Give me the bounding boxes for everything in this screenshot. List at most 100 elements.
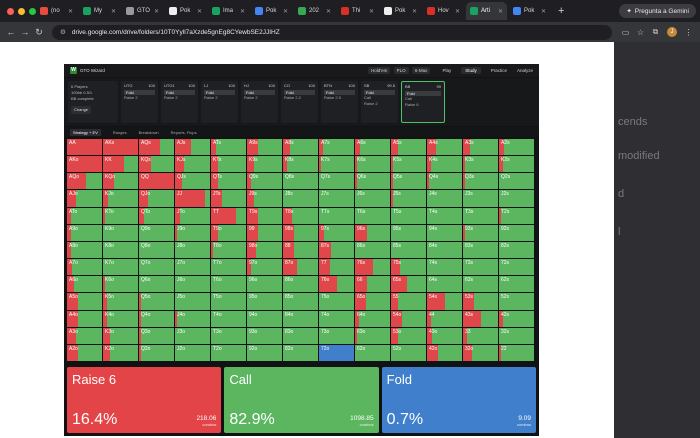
- position-option[interactable]: Raise 6: [405, 101, 419, 107]
- minimize-window-icon[interactable]: [18, 7, 25, 15]
- hand-cell[interactable]: K2s: [499, 156, 534, 173]
- hand-cell[interactable]: 52o: [391, 344, 426, 361]
- hand-cell[interactable]: 95o: [247, 293, 282, 310]
- hand-cell[interactable]: QTs: [211, 173, 246, 190]
- hand-cell[interactable]: 77: [319, 259, 354, 276]
- close-tab-icon[interactable]: ✕: [325, 8, 331, 15]
- hand-cell[interactable]: T5s: [391, 207, 426, 224]
- hand-cell[interactable]: 76o: [319, 276, 354, 293]
- hand-cell[interactable]: Q9o: [139, 224, 174, 241]
- hand-cell[interactable]: Q4s: [427, 173, 462, 190]
- hand-cell[interactable]: 32o: [463, 344, 498, 361]
- position-card-co[interactable]: CO 100 Fold Raise 2.2: [281, 81, 318, 123]
- hand-cell[interactable]: 94s: [427, 224, 462, 241]
- browser-tab[interactable]: Pok ✕: [380, 2, 421, 20]
- hand-cell[interactable]: K5s: [391, 156, 426, 173]
- close-tab-icon[interactable]: ✕: [239, 8, 245, 15]
- hand-cell[interactable]: A9o: [67, 224, 102, 241]
- summary-fold[interactable]: Fold 0.7% 9.09 combos: [381, 367, 536, 433]
- hand-cell[interactable]: A3s: [463, 139, 498, 156]
- hand-cell[interactable]: T3s: [463, 207, 498, 224]
- hand-cell[interactable]: 64s: [427, 276, 462, 293]
- position-action[interactable]: Fold: [164, 89, 195, 95]
- browser-tab[interactable]: Ima ✕: [208, 2, 249, 20]
- close-window-icon[interactable]: [7, 7, 14, 15]
- hand-cell[interactable]: 53s: [463, 293, 498, 310]
- hand-cell[interactable]: 85o: [283, 293, 318, 310]
- hand-cell[interactable]: K9s: [247, 156, 282, 173]
- hand-cell[interactable]: A3o: [67, 327, 102, 344]
- hand-cell[interactable]: AQs: [139, 139, 174, 156]
- hand-cell[interactable]: K7o: [103, 259, 138, 276]
- hand-cell[interactable]: J3o: [175, 327, 210, 344]
- gemini-button[interactable]: ✦ Pregunta a Gemini: [619, 4, 696, 18]
- position-option[interactable]: Call: [364, 95, 371, 100]
- hand-cell[interactable]: 96s: [355, 224, 390, 241]
- hand-cell[interactable]: 43o: [427, 327, 462, 344]
- hand-cell[interactable]: 42o: [427, 344, 462, 361]
- hand-cell[interactable]: 55: [391, 293, 426, 310]
- browser-tab[interactable]: Thi ✕: [337, 2, 378, 20]
- hand-cell[interactable]: Q3s: [463, 173, 498, 190]
- hand-cell[interactable]: K5o: [103, 293, 138, 310]
- close-tab-icon[interactable]: ✕: [282, 8, 288, 15]
- hand-cell[interactable]: T7o: [211, 259, 246, 276]
- summary-raise-6[interactable]: Raise 6 16.4% 218.06 combos: [67, 367, 222, 433]
- hand-cell[interactable]: Q4o: [139, 310, 174, 327]
- hand-cell[interactable]: 93s: [463, 224, 498, 241]
- hand-cell[interactable]: 33: [463, 327, 498, 344]
- change-button[interactable]: Change: [71, 106, 92, 114]
- hand-cell[interactable]: K9o: [103, 224, 138, 241]
- hand-cell[interactable]: 73s: [463, 259, 498, 276]
- summary-call[interactable]: Call 82.9% 1098.85 combos: [224, 367, 379, 433]
- tab-breakdown[interactable]: Breakdown: [138, 129, 159, 135]
- hand-cell[interactable]: 82o: [283, 344, 318, 361]
- hand-cell[interactable]: J5s: [391, 190, 426, 207]
- profile-avatar[interactable]: J: [667, 27, 677, 37]
- new-tab-button[interactable]: +: [558, 5, 565, 17]
- hand-cell[interactable]: K4o: [103, 310, 138, 327]
- browser-tab[interactable]: My ✕: [79, 2, 120, 20]
- browser-tab[interactable]: Pok ✕: [165, 2, 206, 20]
- position-card-lj[interactable]: LJ 100 Fold Raise 2: [201, 81, 238, 123]
- close-tab-icon[interactable]: ✕: [196, 8, 202, 15]
- hand-cell[interactable]: 76s: [355, 259, 390, 276]
- position-action[interactable]: Fold: [405, 90, 441, 96]
- hand-cell[interactable]: K6o: [103, 276, 138, 293]
- position-action[interactable]: Fold: [204, 89, 235, 95]
- forward-icon[interactable]: →: [20, 27, 30, 37]
- hand-cell[interactable]: KK: [103, 156, 138, 173]
- hand-cell[interactable]: Q6s: [355, 173, 390, 190]
- hand-cell[interactable]: 54o: [391, 310, 426, 327]
- hand-cell[interactable]: T9o: [211, 224, 246, 241]
- hand-cell[interactable]: AQo: [67, 173, 102, 190]
- position-card-utg[interactable]: UTG 100 Fold Raise 2: [121, 81, 158, 123]
- hand-cell[interactable]: 75s: [391, 259, 426, 276]
- hand-cell[interactable]: 95s: [391, 224, 426, 241]
- hand-cell[interactable]: T3o: [211, 327, 246, 344]
- hand-cell[interactable]: J9s: [247, 190, 282, 207]
- hand-cell[interactable]: 65s: [391, 276, 426, 293]
- hand-cell[interactable]: 97s: [319, 224, 354, 241]
- browser-tab[interactable]: Pok ✕: [251, 2, 292, 20]
- close-tab-icon[interactable]: ✕: [497, 8, 503, 15]
- nav-study[interactable]: Study: [461, 67, 481, 74]
- browser-tab[interactable]: Arti ✕: [466, 2, 507, 20]
- hand-cell[interactable]: 92s: [499, 224, 534, 241]
- hand-cell[interactable]: 75o: [319, 293, 354, 310]
- hand-cell[interactable]: J4s: [427, 190, 462, 207]
- close-tab-icon[interactable]: ✕: [454, 8, 460, 15]
- hand-cell[interactable]: 72o: [319, 344, 354, 361]
- hand-cell[interactable]: QJs: [175, 173, 210, 190]
- hand-cell[interactable]: 62s: [499, 276, 534, 293]
- reload-icon[interactable]: ↻: [35, 26, 43, 37]
- bookmark-star-icon[interactable]: ☆: [636, 27, 645, 37]
- hand-cell[interactable]: QQ: [139, 173, 174, 190]
- browser-tab[interactable]: Pok ✕: [509, 2, 550, 20]
- hand-cell[interactable]: 43s: [463, 310, 498, 327]
- hand-cell[interactable]: 92o: [247, 344, 282, 361]
- hand-cell[interactable]: 86o: [283, 276, 318, 293]
- close-tab-icon[interactable]: ✕: [411, 8, 417, 15]
- tab-ranges[interactable]: Ranges: [112, 129, 127, 135]
- hand-cell[interactable]: Q5s: [391, 173, 426, 190]
